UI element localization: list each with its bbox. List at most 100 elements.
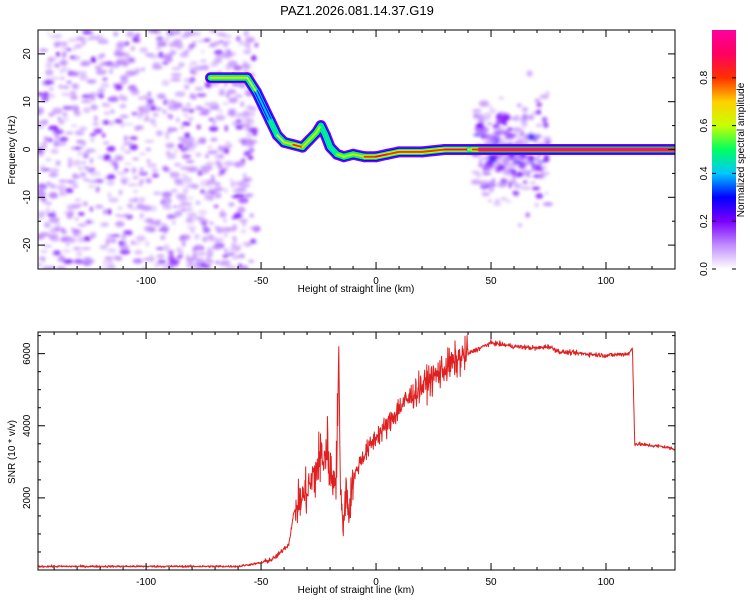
spectrogram-ridge <box>205 72 675 163</box>
noise-blob <box>51 107 63 115</box>
noise-blob <box>131 242 141 245</box>
noise-blob <box>241 265 249 269</box>
noise-blob <box>177 143 184 150</box>
noise-blob <box>141 205 152 212</box>
noise-blob <box>537 166 544 173</box>
noise-blob <box>192 40 197 44</box>
noise-blob <box>60 45 69 50</box>
noise-blob <box>133 189 138 194</box>
noise-blob <box>540 171 550 176</box>
noise-blob <box>99 69 108 73</box>
noise-blob <box>207 150 219 155</box>
noise-blob <box>87 180 96 183</box>
noise-blob <box>38 211 46 217</box>
y-tick-label: -20 <box>22 237 33 252</box>
noise-blob <box>187 207 194 212</box>
noise-blob <box>73 247 81 250</box>
noise-blob <box>79 127 88 131</box>
noise-blob <box>488 104 493 110</box>
noise-blob <box>512 190 520 197</box>
spectrogram-y-label: Frequency (Hz) <box>7 116 18 185</box>
noise-blob <box>239 123 248 127</box>
noise-blob <box>171 220 176 225</box>
noise-blob <box>74 198 82 202</box>
noise-blob <box>62 249 72 253</box>
noise-blob <box>242 177 252 182</box>
snr-series-line <box>38 334 675 569</box>
noise-blob <box>185 165 196 173</box>
noise-blob <box>167 126 172 134</box>
noise-blob <box>85 148 97 153</box>
noise-blob <box>531 156 535 160</box>
noise-blob <box>252 131 258 137</box>
noise-blob <box>230 52 237 56</box>
noise-blob <box>38 125 45 129</box>
noise-blob <box>518 132 526 136</box>
noise-blob <box>116 171 127 176</box>
noise-blob <box>81 247 91 250</box>
noise-blob <box>198 209 208 216</box>
noise-blob <box>106 175 111 180</box>
noise-blob <box>95 34 104 38</box>
noise-blob <box>121 52 130 58</box>
noise-blob <box>192 95 197 100</box>
noise-blob <box>535 193 544 199</box>
noise-blob <box>512 160 523 164</box>
noise-blob <box>117 206 123 210</box>
noise-blob <box>200 221 208 225</box>
noise-blob <box>488 186 495 193</box>
ridge-segment <box>319 124 327 137</box>
noise-blob <box>152 65 163 70</box>
noise-blob <box>152 112 159 117</box>
noise-blob <box>190 42 196 48</box>
noise-blob <box>59 59 69 66</box>
noise-blob <box>478 127 489 133</box>
noise-blob <box>228 202 235 207</box>
noise-blob <box>153 262 160 268</box>
y-tick-label: 6000 <box>22 342 33 365</box>
noise-blob <box>240 101 245 107</box>
noise-blob <box>170 72 182 78</box>
noise-blob <box>168 259 180 266</box>
noise-blob <box>165 249 175 253</box>
noise-blob <box>233 239 237 243</box>
noise-blob <box>244 41 250 48</box>
noise-blob <box>74 130 85 136</box>
noise-blob <box>239 84 246 88</box>
noise-blob <box>95 204 104 209</box>
noise-blob <box>174 30 181 36</box>
noise-blob <box>113 31 119 37</box>
noise-blob <box>81 141 87 146</box>
noise-blob <box>124 150 132 154</box>
noise-blob <box>519 153 528 159</box>
colorbar-tick-label: 0.8 <box>699 70 710 84</box>
colorbar-tick-label: 0.0 <box>699 262 710 276</box>
noise-blob <box>534 98 541 102</box>
noise-blob <box>203 196 214 201</box>
noise-blob <box>149 254 154 260</box>
noise-blob <box>139 112 144 117</box>
noise-blob <box>493 200 502 207</box>
noise-blob <box>70 94 78 101</box>
noise-blob <box>172 104 184 109</box>
noise-blob <box>218 88 226 93</box>
noise-blob <box>215 114 226 121</box>
noise-blob <box>215 160 221 164</box>
noise-blob <box>151 168 159 174</box>
noise-blob <box>194 216 205 220</box>
noise-blob <box>83 178 89 182</box>
noise-blob <box>496 165 506 171</box>
noise-blob <box>155 93 165 99</box>
noise-blob <box>228 144 233 148</box>
noise-blob <box>500 197 508 201</box>
noise-blob <box>209 236 219 243</box>
noise-blob <box>223 161 235 167</box>
noise-blob <box>234 161 242 168</box>
noise-blob <box>196 93 207 97</box>
noise-blob <box>198 219 209 223</box>
noise-blob <box>68 162 72 168</box>
y-tick-label: 10 <box>22 96 33 108</box>
noise-blob <box>200 107 211 115</box>
noise-blob <box>107 192 112 198</box>
